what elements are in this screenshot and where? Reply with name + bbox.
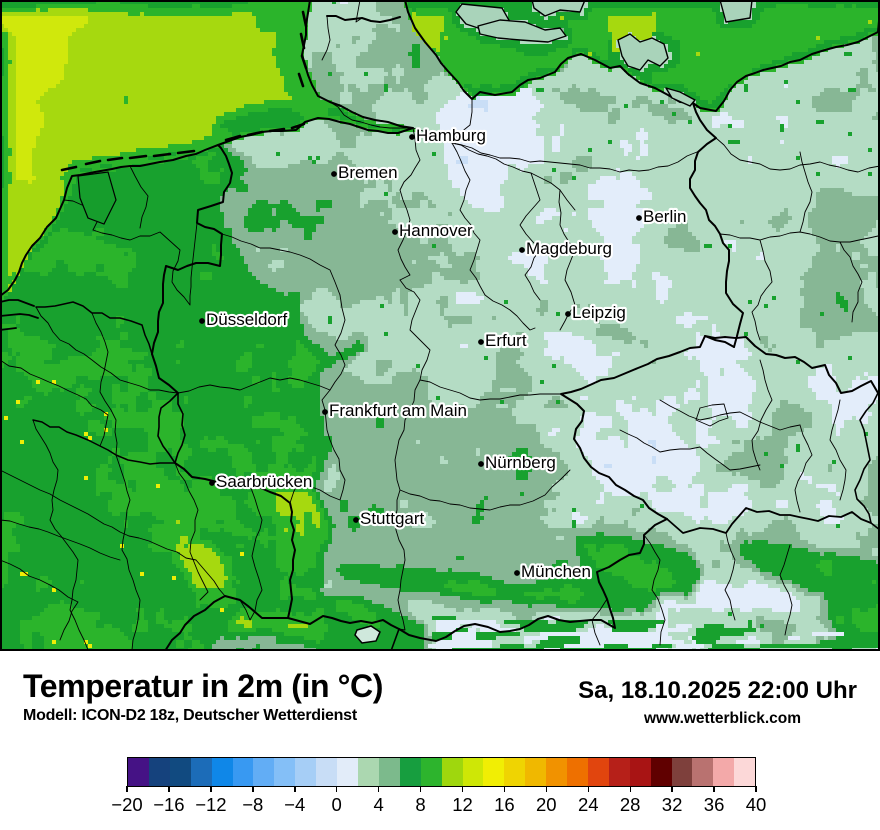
svg-text:Hannover: Hannover xyxy=(399,221,473,240)
svg-text:Erfurt: Erfurt xyxy=(485,331,527,350)
svg-text:Leipzig: Leipzig xyxy=(572,303,626,322)
svg-text:Bremen: Bremen xyxy=(338,163,398,182)
svg-text:Düsseldorf: Düsseldorf xyxy=(206,310,288,329)
svg-text:Saarbrücken: Saarbrücken xyxy=(216,472,312,491)
svg-text:Nürnberg: Nürnberg xyxy=(485,453,556,472)
svg-text:München: München xyxy=(521,562,591,581)
svg-text:Berlin: Berlin xyxy=(643,207,686,226)
svg-text:Magdeburg: Magdeburg xyxy=(526,239,612,258)
svg-text:Stuttgart: Stuttgart xyxy=(360,509,425,528)
svg-text:Hamburg: Hamburg xyxy=(416,126,486,145)
svg-text:Frankfurt am Main: Frankfurt am Main xyxy=(329,401,467,420)
